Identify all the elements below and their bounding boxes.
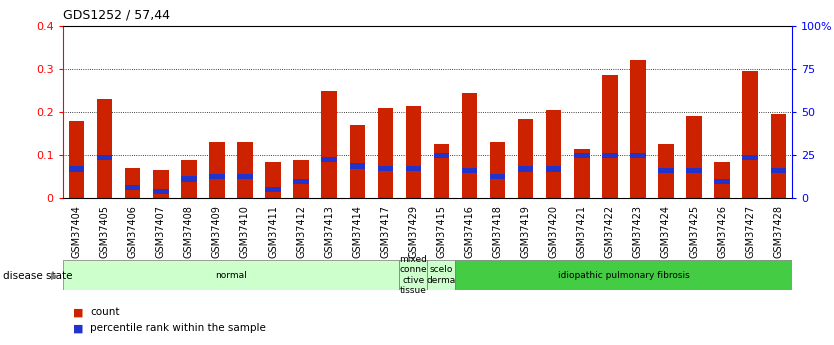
- Text: GSM37429: GSM37429: [409, 205, 419, 258]
- Text: GSM37410: GSM37410: [240, 205, 250, 258]
- Bar: [434, 152, 450, 158]
- Bar: [686, 117, 701, 198]
- Bar: [378, 108, 393, 198]
- Bar: [631, 60, 646, 198]
- Text: GSM37422: GSM37422: [605, 205, 615, 258]
- Bar: [602, 152, 618, 158]
- Bar: [771, 114, 786, 198]
- Bar: [349, 125, 365, 198]
- Text: GSM37428: GSM37428: [773, 205, 783, 258]
- Bar: [265, 162, 281, 198]
- Bar: [574, 152, 590, 158]
- Bar: [69, 166, 84, 171]
- Bar: [771, 168, 786, 173]
- Bar: [462, 93, 477, 198]
- Text: disease state: disease state: [3, 271, 72, 281]
- Text: GSM37414: GSM37414: [352, 205, 362, 258]
- Text: GSM37412: GSM37412: [296, 205, 306, 258]
- Bar: [455, 260, 792, 290]
- Text: GSM37409: GSM37409: [212, 205, 222, 258]
- Bar: [97, 155, 113, 160]
- Bar: [490, 142, 505, 198]
- Text: GSM37405: GSM37405: [99, 205, 109, 258]
- Text: GSM37421: GSM37421: [577, 205, 587, 258]
- Bar: [125, 185, 140, 190]
- Bar: [209, 142, 224, 198]
- Text: percentile rank within the sample: percentile rank within the sample: [90, 324, 266, 333]
- Bar: [97, 99, 113, 198]
- Text: GSM37427: GSM37427: [746, 205, 756, 258]
- Text: GSM37420: GSM37420: [549, 205, 559, 258]
- Bar: [321, 90, 337, 198]
- Text: normal: normal: [215, 270, 247, 280]
- Bar: [462, 168, 477, 173]
- Bar: [742, 71, 758, 198]
- Bar: [181, 176, 197, 181]
- Bar: [427, 260, 455, 290]
- Text: GSM37413: GSM37413: [324, 205, 334, 258]
- Text: ■: ■: [73, 324, 84, 333]
- Bar: [181, 159, 197, 198]
- Bar: [69, 121, 84, 198]
- Bar: [237, 142, 253, 198]
- Text: GSM37423: GSM37423: [633, 205, 643, 258]
- Text: ▶: ▶: [51, 271, 58, 281]
- Bar: [321, 157, 337, 162]
- Bar: [399, 260, 427, 290]
- Text: GDS1252 / 57,44: GDS1252 / 57,44: [63, 9, 169, 22]
- Bar: [742, 155, 758, 160]
- Bar: [715, 162, 730, 198]
- Text: ■: ■: [73, 307, 84, 317]
- Bar: [574, 149, 590, 198]
- Text: GSM37424: GSM37424: [661, 205, 671, 258]
- Bar: [209, 174, 224, 179]
- Text: GSM37404: GSM37404: [72, 205, 82, 258]
- Bar: [631, 152, 646, 158]
- Bar: [602, 76, 618, 198]
- Bar: [686, 168, 701, 173]
- Text: idiopathic pulmonary fibrosis: idiopathic pulmonary fibrosis: [558, 270, 690, 280]
- Bar: [265, 187, 281, 193]
- Bar: [434, 145, 450, 198]
- Bar: [63, 260, 399, 290]
- Text: mixed
conne
ctive
tissue: mixed conne ctive tissue: [399, 255, 427, 295]
- Bar: [125, 168, 140, 198]
- Bar: [518, 166, 534, 171]
- Text: GSM37407: GSM37407: [156, 205, 166, 258]
- Text: GSM37415: GSM37415: [436, 205, 446, 258]
- Text: GSM37416: GSM37416: [465, 205, 475, 258]
- Bar: [378, 166, 393, 171]
- Text: scelo
derma: scelo derma: [427, 265, 456, 285]
- Text: GSM37425: GSM37425: [689, 205, 699, 258]
- Text: GSM37411: GSM37411: [268, 205, 278, 258]
- Text: GSM37417: GSM37417: [380, 205, 390, 258]
- Bar: [405, 106, 421, 198]
- Bar: [546, 166, 561, 171]
- Bar: [153, 189, 168, 195]
- Bar: [349, 164, 365, 169]
- Text: GSM37418: GSM37418: [493, 205, 503, 258]
- Text: count: count: [90, 307, 119, 317]
- Bar: [294, 159, 309, 198]
- Bar: [546, 110, 561, 198]
- Bar: [490, 174, 505, 179]
- Bar: [294, 179, 309, 184]
- Bar: [715, 179, 730, 184]
- Bar: [153, 170, 168, 198]
- Bar: [658, 168, 674, 173]
- Bar: [237, 174, 253, 179]
- Text: GSM37426: GSM37426: [717, 205, 727, 258]
- Bar: [658, 145, 674, 198]
- Text: GSM37408: GSM37408: [183, 205, 193, 258]
- Text: GSM37406: GSM37406: [128, 205, 138, 258]
- Text: GSM37419: GSM37419: [520, 205, 530, 258]
- Bar: [405, 166, 421, 171]
- Bar: [518, 119, 534, 198]
